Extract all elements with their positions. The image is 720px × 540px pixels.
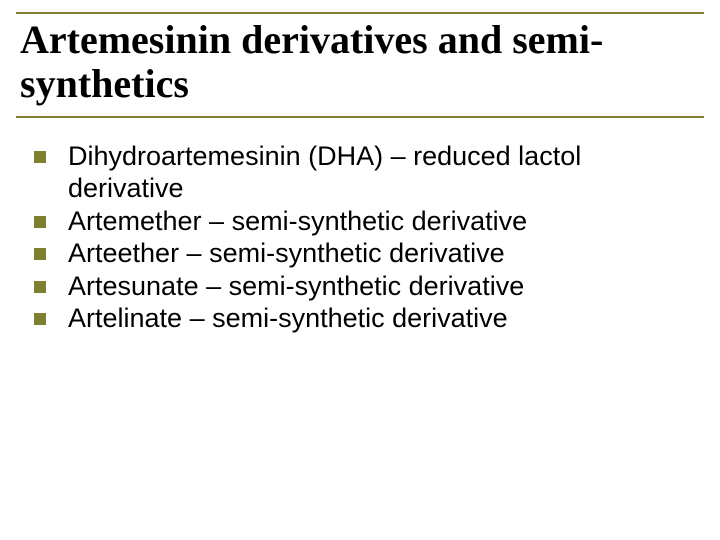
list-item-text: Dihydroartemesinin (DHA) – reduced lacto… xyxy=(68,140,696,205)
bullet-icon xyxy=(34,313,46,325)
bullet-icon xyxy=(34,216,46,228)
title-container: Artemesinin derivatives and semi-synthet… xyxy=(16,12,704,118)
list-item: Artelinate – semi-synthetic derivative xyxy=(24,302,696,334)
list-item: Dihydroartemesinin (DHA) – reduced lacto… xyxy=(24,140,696,205)
bullet-icon xyxy=(34,248,46,260)
list-item-text: Artelinate – semi-synthetic derivative xyxy=(68,302,508,334)
list-item: Artesunate – semi-synthetic derivative xyxy=(24,270,696,302)
list-item-text: Artesunate – semi-synthetic derivative xyxy=(68,270,524,302)
slide-body: Dihydroartemesinin (DHA) – reduced lacto… xyxy=(24,140,696,334)
list-item-text: Arteether – semi-synthetic derivative xyxy=(68,237,505,269)
list-item: Artemether – semi-synthetic derivative xyxy=(24,205,696,237)
slide-title: Artemesinin derivatives and semi-synthet… xyxy=(20,18,704,106)
list-item-text: Artemether – semi-synthetic derivative xyxy=(68,205,527,237)
list-item: Arteether – semi-synthetic derivative xyxy=(24,237,696,269)
bullet-icon xyxy=(34,151,46,163)
bullet-icon xyxy=(34,281,46,293)
